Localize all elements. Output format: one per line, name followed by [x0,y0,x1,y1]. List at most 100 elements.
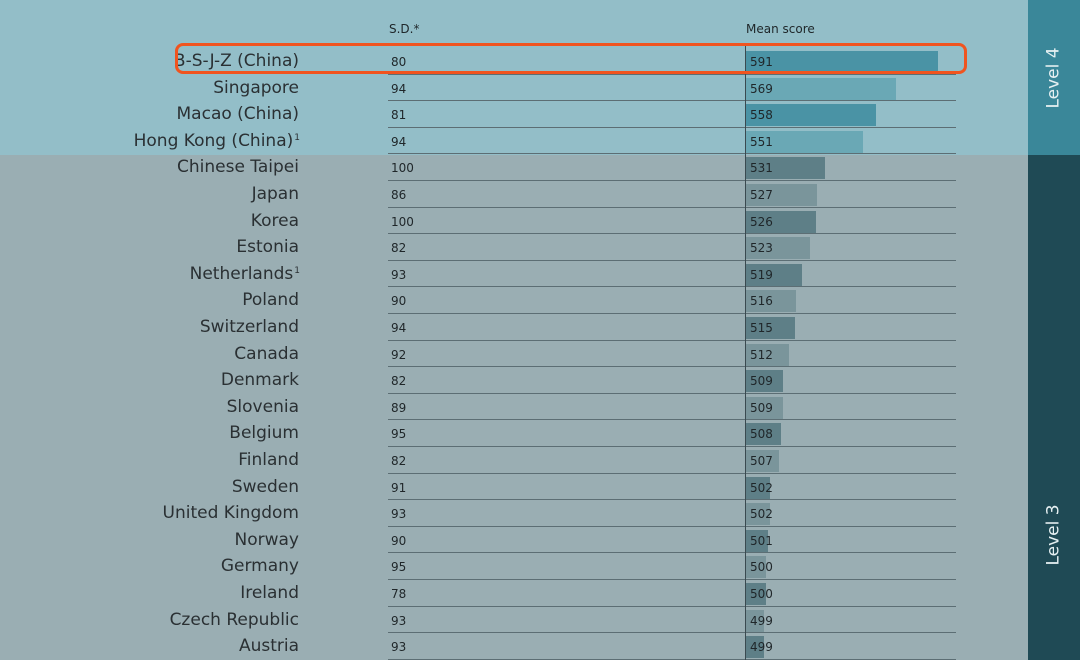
country-name: B-S-J-Z (China) [173,51,299,71]
table-row: Korea 100 526 [0,208,1028,235]
mean-score-bar [746,184,817,206]
row-divider [388,312,956,314]
sd-value: 80 [391,55,407,69]
mean-score-bar [746,583,766,605]
country-name: Germany [220,556,299,577]
row-divider [388,499,956,501]
sd-value: 95 [391,427,407,442]
country-name: Macao (China) [176,104,299,125]
mean-score-bar [746,263,802,286]
sd-value: 86 [391,188,407,202]
row-divider [388,286,956,288]
sd-value: 82 [391,241,407,256]
highlight-box [175,43,967,74]
sd-value: 91 [391,480,407,495]
mean-score-value: 500 [750,587,773,601]
table-row: Japan 86 527 [0,181,1028,208]
mean-score-value: 523 [750,241,773,256]
mean-score-bar [746,476,770,499]
table-row: Slovenia 89 509 [0,394,1028,421]
mean-score-bar [746,104,876,127]
mean-score-value: 508 [750,427,773,442]
row-divider [388,419,956,421]
mean-score-bar [746,556,766,579]
sd-value: 100 [391,214,414,229]
mean-score-bar [746,317,795,339]
mean-score-value: 509 [750,374,773,389]
table-row: Estonia 82 523 [0,234,1028,261]
row-divider [388,658,956,660]
mean-score-value: 499 [750,613,773,628]
country-name: Korea [250,210,299,231]
mean-score-value: 558 [750,108,773,123]
mean-score-value: 569 [750,81,773,96]
bar-axis-line [745,46,746,660]
country-name: Poland [242,290,299,311]
mean-score-bar [746,343,789,366]
mean-score-bar [746,51,938,73]
mean-score-bar [746,77,896,100]
mean-score-bar [746,609,764,632]
row-divider [388,206,956,208]
table-row: Finland 82 507 [0,447,1028,474]
mean-score-value: 502 [750,480,773,495]
table-row: Switzerland 94 515 [0,314,1028,341]
sd-value: 93 [391,267,407,282]
country-name: Netherlands1 [189,263,300,284]
mean-score-bar [746,130,863,153]
country-name: Estonia [236,237,299,258]
mean-score-value: 512 [750,347,773,362]
level-4-label: Level 4 [1044,46,1064,109]
level-4-band [0,0,1028,155]
row-divider [388,153,956,155]
mean-score-bar [746,636,764,659]
mean-score-value: 499 [750,640,773,655]
mean-score-value: 509 [750,400,773,415]
country-name: Canada [234,343,299,364]
row-divider [388,578,956,580]
mean-score-bar [746,237,810,260]
row-divider [388,392,956,394]
mean-score-bar [746,450,779,472]
table-row: Sweden 91 502 [0,474,1028,501]
table-row: Canada 92 512 [0,341,1028,368]
level-4-column [1028,0,1080,155]
sd-value: 95 [391,560,407,575]
row-divider [388,100,956,102]
table-row: Ireland 78 500 [0,580,1028,607]
table-row: Denmark 82 509 [0,367,1028,394]
country-name: Japan [251,184,299,204]
country-name: Czech Republic [169,609,299,630]
country-name: Slovenia [226,396,299,417]
footnote-mark: 1 [294,132,300,143]
row-divider [388,73,956,75]
row-divider [388,339,956,341]
mean-score-value: 501 [750,533,773,548]
row-divider [388,472,956,474]
table-row: United Kingdom 93 502 [0,500,1028,527]
mean-score-bar [746,157,825,180]
sd-value: 94 [391,321,407,335]
mean-score-value: 507 [750,454,773,468]
country-name: Sweden [231,476,299,497]
sd-value: 90 [391,533,407,548]
table-row: Poland 90 516 [0,287,1028,314]
table-row: Singapore 94 569 [0,75,1028,102]
country-name: Denmark [220,370,299,391]
sd-value: 93 [391,613,407,628]
sd-value: 94 [391,134,407,149]
country-name: Norway [234,529,300,550]
mean-score-bar [746,529,768,552]
mean-score-bar [746,423,781,446]
country-name: Finland [238,450,299,470]
table-row: Germany 95 500 [0,553,1028,580]
sd-value: 78 [391,587,407,601]
row-divider [388,525,956,527]
mean-score-value: 519 [750,267,773,282]
row-divider [388,632,956,634]
mean-score-value: 526 [750,214,773,229]
sd-value: 89 [391,400,407,415]
row-divider [388,605,956,607]
mean-score-bar [746,396,783,419]
table-row: Macao (China) 81 558 [0,101,1028,128]
